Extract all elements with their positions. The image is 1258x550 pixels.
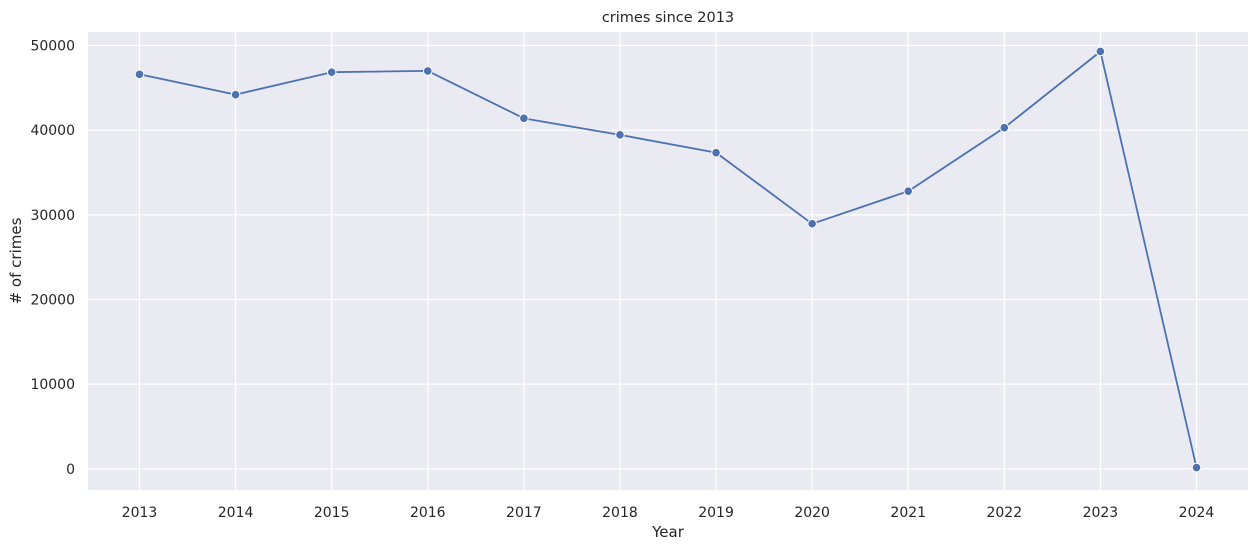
series-line — [139, 50, 1198, 468]
plot-area — [88, 32, 1248, 490]
x-tick-label: 2020 — [794, 505, 830, 521]
data-point-2023 — [1095, 46, 1106, 57]
series-layer — [134, 46, 1202, 473]
x-tick-label: 2024 — [1179, 505, 1215, 521]
data-point-2013 — [134, 69, 145, 80]
x-tick-label: 2015 — [314, 505, 350, 521]
x-tick-labels: 2013 2014 2015 2016 2017 2018 2019 2020 2021 2022… — [122, 505, 1215, 521]
data-point-2017 — [519, 113, 529, 124]
x-tick-label: 2022 — [986, 505, 1022, 521]
data-point-2016 — [422, 66, 433, 76]
x-tick-label: 2019 — [698, 505, 734, 521]
data-point-2020 — [807, 218, 817, 229]
x-tick-label: 2017 — [506, 505, 542, 521]
data-point-2018 — [615, 130, 625, 140]
y-tick-label: 50000 — [30, 39, 75, 55]
chart-title: crimes since 2013 — [602, 10, 734, 26]
y-tick-label: 40000 — [30, 123, 75, 139]
x-axis-label: Year — [651, 523, 685, 541]
data-point-2021 — [903, 186, 914, 196]
y-gridlines — [88, 44, 1248, 470]
y-tick-labels: 0 10000 20000 30000 40000 50000 — [30, 39, 75, 478]
x-tick-label: 2021 — [890, 505, 926, 521]
y-tick-label: 20000 — [30, 293, 75, 309]
y-axis-label: # of crimes — [7, 217, 25, 304]
x-tick-label: 2013 — [122, 505, 158, 521]
x-tick-label: 2014 — [218, 505, 254, 521]
data-point-2024 — [1191, 462, 1202, 473]
y-tick-label: 10000 — [30, 377, 75, 393]
data-point-2014 — [230, 89, 241, 100]
x-tick-label: 2018 — [602, 505, 638, 521]
data-point-2019 — [711, 147, 721, 158]
data-point-2022 — [999, 122, 1010, 133]
x-gridlines — [138, 32, 1198, 490]
x-tick-label: 2016 — [410, 505, 446, 521]
x-tick-label: 2023 — [1083, 505, 1119, 521]
y-tick-label: 0 — [66, 462, 75, 478]
data-point-2015 — [326, 67, 337, 78]
y-tick-label: 30000 — [30, 208, 75, 224]
